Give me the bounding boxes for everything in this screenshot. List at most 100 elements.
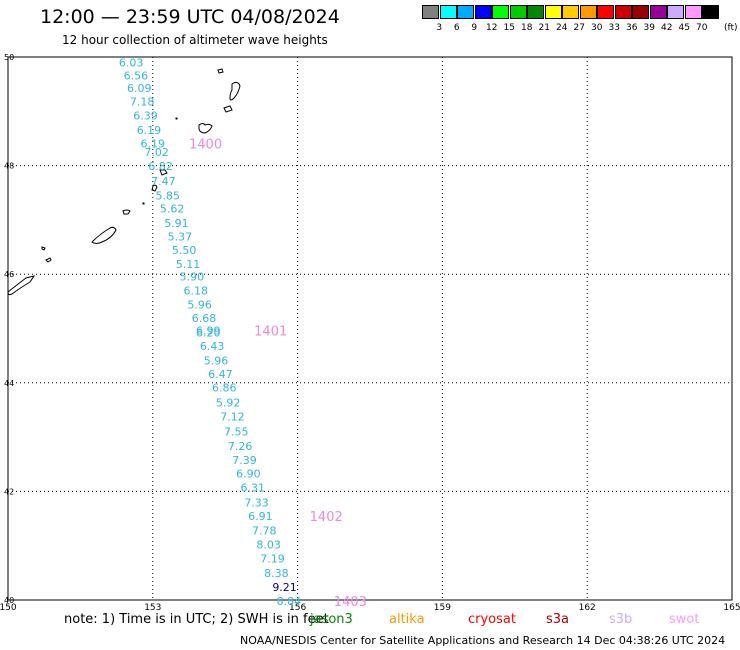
legend-swatch <box>457 5 474 19</box>
lat-tick-label: 50 <box>4 53 14 62</box>
lon-tick-label: 156 <box>289 603 306 610</box>
legend-label: 18 <box>521 23 533 33</box>
wave-height-value: 6.82 <box>148 160 173 173</box>
legend-label: 12 <box>486 23 498 33</box>
wave-height-value: 5.90 <box>180 270 205 283</box>
wave-height-value: 6.39 <box>133 110 158 123</box>
time-label: 1403 <box>334 595 367 610</box>
legend-label: 70 <box>696 23 708 33</box>
lat-tick-label: 46 <box>4 270 14 279</box>
legend-label: 33 <box>608 23 620 33</box>
legend-swatch <box>544 5 562 19</box>
time-label: 1402 <box>310 510 343 525</box>
wave-height-value: 6.91 <box>248 510 273 523</box>
wave-height-value: 7.26 <box>228 440 253 453</box>
legend-label: 3 <box>436 23 443 33</box>
wave-height-value: 5.92 <box>216 396 241 409</box>
satellite-label-swot: swot <box>669 612 700 627</box>
wave-height-value: 6.43 <box>200 340 225 353</box>
satellite-label-s3a: s3a <box>546 612 570 627</box>
satellite-label-s3b: s3b <box>609 612 633 627</box>
time-label: 1401 <box>254 325 287 340</box>
wave-height-value: 8.03 <box>256 539 281 552</box>
wave-height-value: 6.20 <box>196 326 221 339</box>
note-text: note: 1) Time is in UTC; 2) SWH is in fe… <box>64 612 329 627</box>
lat-lon-grid: 150 153 156 159 162 165 50 48 46 44 42 40 <box>0 53 740 610</box>
lat-tick-label: 44 <box>4 379 14 388</box>
wave-height-points: 6.036.566.097.186.396.196.197.026.827.47… <box>119 56 301 608</box>
wave-height-value: 5.62 <box>160 202 185 215</box>
legend-label: 30 <box>591 23 603 33</box>
wave-height-value: 7.02 <box>144 146 169 159</box>
legend-label: 42 <box>661 23 673 33</box>
wave-height-value: 6.19 <box>141 137 166 150</box>
wave-height-value: 6.56 <box>124 69 149 82</box>
wave-height-value: 6.90 <box>236 467 261 480</box>
wave-height-value: 7.19 <box>260 553 285 566</box>
lat-tick-label: 42 <box>4 487 14 496</box>
legend-label: 27 <box>573 23 585 33</box>
legend-label: 21 <box>538 23 550 33</box>
wave-height-value: 6.68 <box>192 312 217 325</box>
wave-height-value: 6.31 <box>240 482 265 495</box>
legend-swatch <box>632 5 649 19</box>
wave-height-value: 5.96 <box>204 355 229 368</box>
legend-swatch <box>702 5 719 19</box>
time-label: 1400 <box>189 137 222 152</box>
satellite-label-altika: altika <box>389 612 425 627</box>
legend-label: 36 <box>626 23 638 33</box>
wave-height-value: 5.37 <box>168 231 193 244</box>
legend-swatch <box>509 5 527 19</box>
map-frame <box>7 56 733 601</box>
wave-height-value: 5.85 <box>156 189 181 202</box>
lat-tick-label: 40 <box>4 596 14 605</box>
legend-swatch <box>667 5 684 19</box>
wave-height-value: 6.47 <box>208 368 233 381</box>
wave-height-value: 8.38 <box>264 567 289 580</box>
wave-height-value: 6.18 <box>184 284 209 297</box>
legend-label: 9 <box>471 23 478 33</box>
lon-tick-label: 150 <box>0 603 17 610</box>
wave-height-value: 7.39 <box>232 454 257 467</box>
legend-unit: (ft) <box>724 23 738 33</box>
legend-swatch <box>614 5 632 19</box>
legend-swatch <box>597 5 614 19</box>
legend-label: 15 <box>503 23 515 33</box>
footer-credit: NOAA/NESDIS Center for Satellite Applica… <box>240 634 726 647</box>
wave-height-value: 5.50 <box>172 244 197 257</box>
lon-tick-label: 159 <box>434 603 451 610</box>
legend-swatch <box>579 5 597 19</box>
legend-swatch <box>422 5 439 19</box>
legend-label: 6 <box>453 23 460 33</box>
time-labels: 1400 1401 1402 1403 <box>189 137 367 610</box>
wave-height-value: 5.11 <box>176 258 201 271</box>
lon-tick-label: 162 <box>579 603 596 610</box>
wave-height-value: 6.86 <box>212 382 237 395</box>
lon-tick-label: 165 <box>723 603 740 610</box>
wave-height-value: 6.19 <box>137 124 162 137</box>
lon-tick-label: 153 <box>144 603 161 610</box>
wave-height-value: 6.09 <box>127 82 152 95</box>
note-row: note: 1) Time is in UTC; 2) SWH is in fe… <box>0 612 740 632</box>
wave-height-value: 7.33 <box>244 496 269 509</box>
map-title: 12:00 — 23:59 UTC 04/08/2024 <box>40 6 340 28</box>
legend-label: 45 <box>678 23 690 33</box>
legend-swatch <box>492 5 509 19</box>
legend-swatch <box>527 5 544 19</box>
wave-height-value: 6.03 <box>119 56 144 69</box>
legend-swatch <box>439 5 457 19</box>
wave-height-value: 8.84 <box>277 595 302 608</box>
wave-height-value: 7.78 <box>252 524 277 537</box>
lat-tick-label: 48 <box>4 162 14 171</box>
legend-swatch <box>649 5 667 19</box>
legend-label: 24 <box>556 23 568 33</box>
satellite-label-cryosat: cryosat <box>468 612 516 627</box>
legend-swatch <box>474 5 492 19</box>
wave-height-value: 7.12 <box>220 410 245 423</box>
wave-height-value: 7.18 <box>130 96 155 109</box>
legend-swatch <box>562 5 579 19</box>
wave-height-value: 9.21 <box>272 581 297 594</box>
wave-height-value: 5.91 <box>164 217 189 230</box>
map-subtitle: 12 hour collection of altimeter wave hei… <box>62 33 328 47</box>
